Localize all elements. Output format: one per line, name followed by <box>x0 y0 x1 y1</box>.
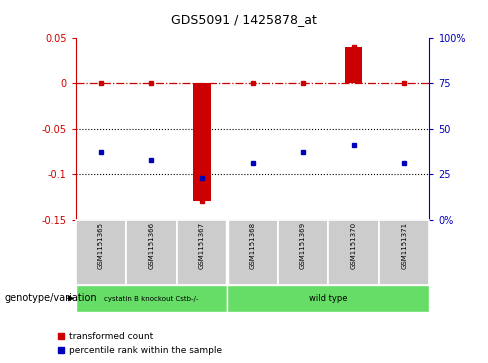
Text: GSM1151371: GSM1151371 <box>401 222 407 269</box>
Text: GSM1151369: GSM1151369 <box>300 222 306 269</box>
Bar <box>379 220 429 285</box>
Bar <box>278 220 328 285</box>
Text: GSM1151367: GSM1151367 <box>199 222 205 269</box>
Text: GSM1151368: GSM1151368 <box>249 222 256 269</box>
Bar <box>328 220 379 285</box>
Text: GSM1151370: GSM1151370 <box>350 222 357 269</box>
Bar <box>227 220 278 285</box>
Bar <box>227 285 429 312</box>
Bar <box>193 83 211 201</box>
Bar <box>76 220 126 285</box>
Bar <box>345 47 363 83</box>
Legend: transformed count, percentile rank within the sample: transformed count, percentile rank withi… <box>53 329 225 359</box>
Bar <box>126 220 177 285</box>
Text: GDS5091 / 1425878_at: GDS5091 / 1425878_at <box>171 13 317 26</box>
Text: cystatin B knockout Cstb-/-: cystatin B knockout Cstb-/- <box>104 295 199 302</box>
Text: GSM1151366: GSM1151366 <box>148 222 155 269</box>
Bar <box>76 285 227 312</box>
Text: wild type: wild type <box>309 294 347 303</box>
Bar <box>177 220 227 285</box>
Text: genotype/variation: genotype/variation <box>5 293 98 303</box>
Text: GSM1151365: GSM1151365 <box>98 222 104 269</box>
